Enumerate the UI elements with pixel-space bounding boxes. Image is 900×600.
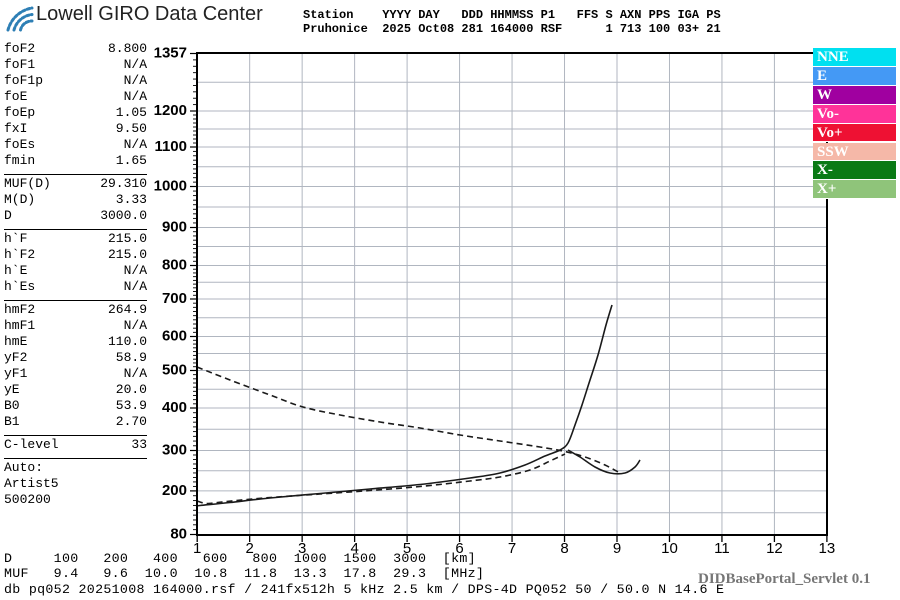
svg-text:400: 400 <box>162 399 187 416</box>
svg-text:1357: 1357 <box>154 45 187 62</box>
svg-text:1000: 1000 <box>154 178 187 195</box>
svg-text:700: 700 <box>162 290 187 307</box>
svg-text:13: 13 <box>819 540 836 557</box>
svg-text:300: 300 <box>162 442 187 459</box>
svg-text:12: 12 <box>766 540 783 557</box>
svg-text:1100: 1100 <box>154 138 187 155</box>
svg-text:80: 80 <box>170 526 187 543</box>
svg-text:900: 900 <box>162 219 187 236</box>
svg-text:1200: 1200 <box>154 102 187 119</box>
svg-text:500: 500 <box>162 362 187 379</box>
svg-text:800: 800 <box>162 257 187 274</box>
svg-text:200: 200 <box>162 482 187 499</box>
svg-text:600: 600 <box>162 328 187 345</box>
